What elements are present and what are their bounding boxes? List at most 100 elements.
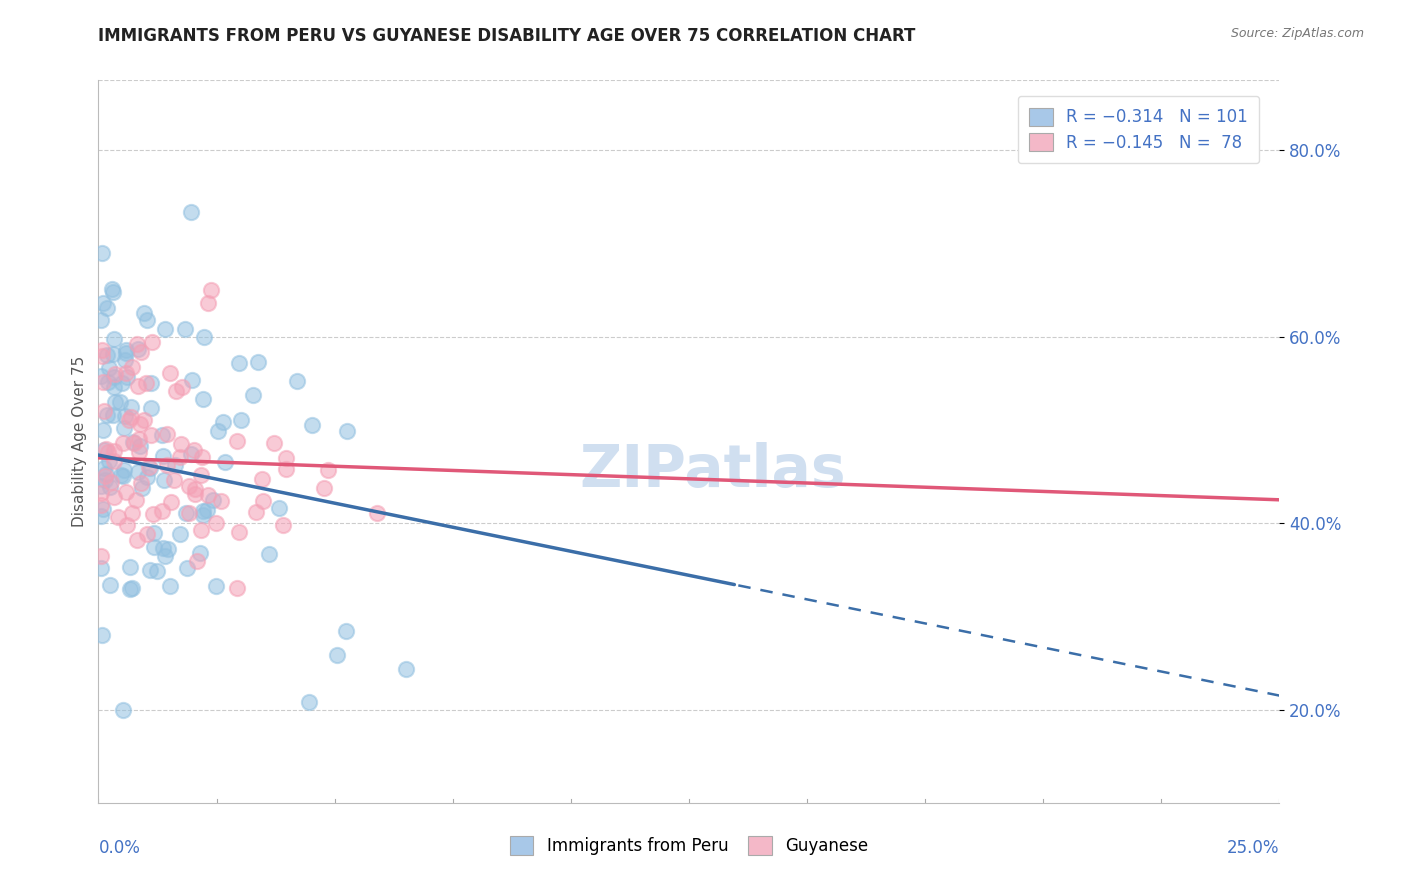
- Point: [93, 404, 115, 418]
- Point: [174, 322, 197, 336]
- Point: [172, 380, 194, 394]
- Point: [131, 476, 153, 491]
- Point: [139, 427, 162, 442]
- Point: [146, 564, 169, 578]
- Point: [183, 442, 205, 457]
- Point: [152, 541, 174, 556]
- Point: [121, 360, 143, 375]
- Point: [118, 560, 141, 574]
- Point: [204, 516, 226, 530]
- Point: [285, 374, 308, 388]
- Point: [90, 509, 112, 524]
- Point: [312, 481, 335, 495]
- Point: [191, 392, 214, 406]
- Point: [122, 435, 145, 450]
- Point: [111, 703, 134, 717]
- Point: [138, 460, 160, 475]
- Point: [226, 434, 249, 448]
- Point: [159, 579, 181, 593]
- Point: [98, 360, 121, 375]
- Point: [125, 493, 148, 508]
- Point: [97, 444, 120, 458]
- Point: [150, 504, 173, 518]
- Point: [128, 432, 150, 446]
- Point: [112, 421, 135, 435]
- Point: [156, 458, 179, 472]
- Point: [94, 469, 117, 483]
- Point: [335, 624, 357, 639]
- Point: [90, 368, 112, 383]
- Point: [90, 313, 112, 327]
- Point: [180, 204, 202, 219]
- Point: [202, 492, 225, 507]
- Point: [150, 428, 173, 442]
- Point: [108, 394, 131, 409]
- Point: [93, 461, 115, 475]
- Point: [165, 384, 187, 398]
- Point: [159, 366, 181, 380]
- Point: [190, 468, 212, 483]
- Point: [163, 473, 186, 487]
- Point: [125, 533, 148, 548]
- Point: [193, 508, 215, 522]
- Point: [183, 487, 205, 501]
- Point: [114, 366, 136, 380]
- Point: [139, 401, 162, 416]
- Point: [103, 491, 125, 505]
- Y-axis label: Disability Age Over 75: Disability Age Over 75: [72, 356, 87, 527]
- Point: [96, 408, 118, 422]
- Point: [138, 461, 160, 475]
- Point: [128, 465, 150, 479]
- Point: [97, 375, 120, 389]
- Point: [226, 581, 249, 595]
- Point: [135, 313, 157, 327]
- Point: [197, 488, 219, 502]
- Point: [301, 417, 323, 432]
- Point: [90, 486, 112, 500]
- Point: [197, 295, 219, 310]
- Point: [122, 436, 145, 450]
- Point: [228, 524, 250, 539]
- Point: [115, 369, 138, 384]
- Point: [176, 561, 198, 575]
- Point: [276, 462, 298, 476]
- Point: [112, 436, 135, 450]
- Point: [94, 442, 117, 456]
- Point: [200, 283, 222, 297]
- Point: [103, 380, 125, 394]
- Point: [90, 560, 112, 574]
- Point: [90, 498, 112, 512]
- Point: [242, 388, 264, 402]
- Point: [156, 427, 179, 442]
- Point: [214, 455, 236, 469]
- Point: [153, 549, 176, 563]
- Point: [111, 468, 134, 483]
- Text: 25.0%: 25.0%: [1227, 838, 1279, 857]
- Point: [128, 445, 150, 459]
- Point: [252, 493, 274, 508]
- Point: [132, 413, 155, 427]
- Point: [179, 506, 201, 520]
- Point: [90, 479, 112, 493]
- Point: [114, 409, 136, 423]
- Point: [190, 523, 212, 537]
- Text: ZIPatlas: ZIPatlas: [579, 442, 846, 499]
- Point: [169, 527, 191, 541]
- Point: [186, 554, 208, 568]
- Point: [228, 356, 250, 370]
- Point: [120, 400, 142, 414]
- Point: [142, 507, 165, 521]
- Point: [229, 413, 252, 427]
- Point: [100, 281, 122, 295]
- Point: [263, 436, 285, 450]
- Point: [207, 425, 229, 439]
- Point: [96, 348, 118, 362]
- Point: [118, 412, 141, 426]
- Point: [159, 494, 181, 508]
- Point: [100, 475, 122, 489]
- Point: [156, 542, 179, 557]
- Point: [117, 518, 139, 533]
- Point: [180, 447, 202, 461]
- Point: [257, 547, 280, 561]
- Point: [91, 296, 114, 310]
